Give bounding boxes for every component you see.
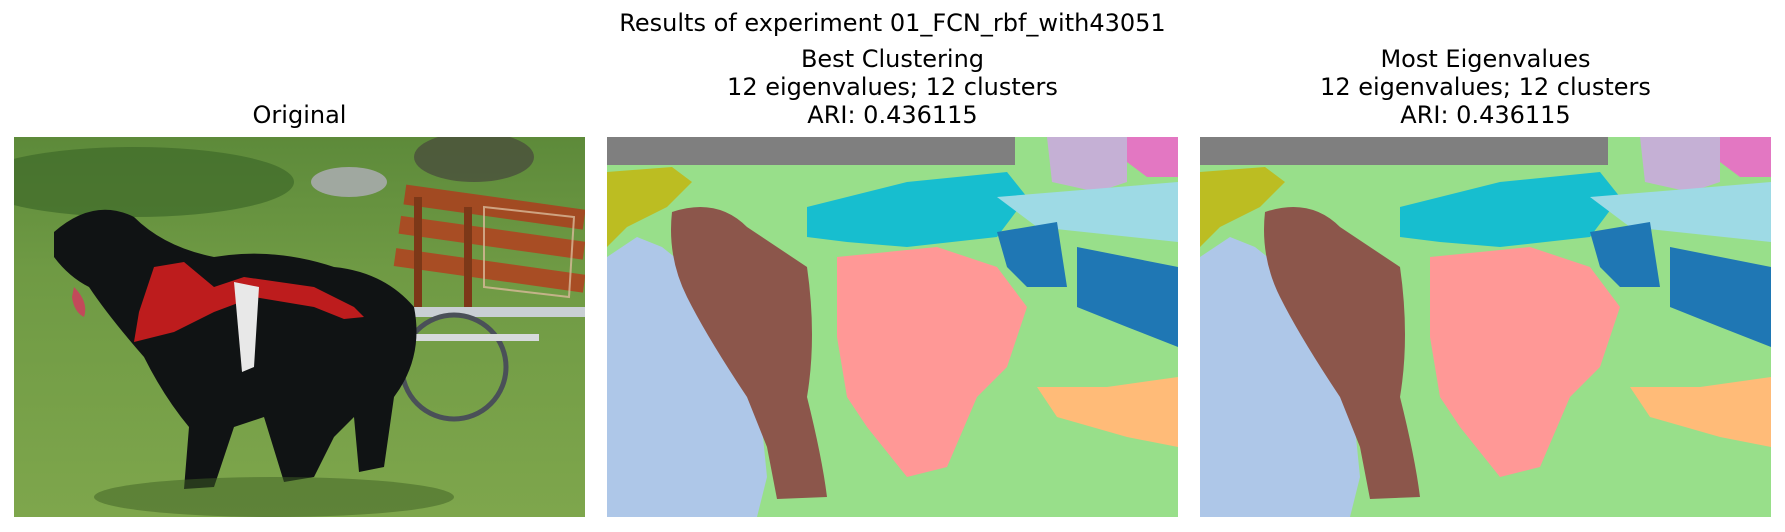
rock: [311, 167, 387, 197]
most-eigenvalues-image: [1200, 137, 1771, 517]
dog-shadow: [94, 477, 454, 517]
original-title-line: Original: [252, 101, 347, 129]
most-eigenvalues-panel-title: Most Eigenvalues 12 eigenvalues; 12 clus…: [1200, 45, 1771, 129]
seg-light-orange: [1037, 377, 1178, 447]
seg-cyan: [1400, 172, 1620, 247]
seg-cyan: [807, 172, 1027, 247]
most-title-line-3: ARI: 0.436115: [1400, 101, 1571, 129]
shadow-area: [14, 147, 294, 217]
seg-light-purple: [1640, 137, 1720, 192]
cart: [393, 184, 585, 422]
tree-trunk: [414, 137, 534, 182]
best-clustering-image: [607, 137, 1178, 517]
seg-gray: [1200, 137, 1608, 165]
most-title-line-1: Most Eigenvalues: [1380, 45, 1591, 73]
original-image: [14, 137, 585, 517]
best-clustering-panel-title: Best Clustering 12 eigenvalues; 12 clust…: [607, 45, 1178, 129]
original-photo-svg: [14, 137, 585, 517]
original-panel-title: Original: [14, 101, 585, 129]
seg-brown: [671, 207, 827, 499]
seg-pink: [1127, 137, 1178, 177]
figure-suptitle: Results of experiment 01_FCN_rbf_with430…: [619, 9, 1166, 37]
best-title-line-3: ARI: 0.436115: [807, 101, 978, 129]
best-segmentation-svg: [607, 137, 1178, 517]
seg-light-orange: [1630, 377, 1771, 447]
dog: [54, 209, 417, 489]
seg-olive: [607, 167, 692, 247]
seg-light-red: [1430, 247, 1620, 477]
seg-light-purple: [1047, 137, 1127, 192]
most-segmentation-svg: [1200, 137, 1771, 517]
seg-brown: [1264, 207, 1420, 499]
best-title-line-1: Best Clustering: [800, 45, 985, 73]
seg-gray: [607, 137, 1015, 165]
seg-light-red: [837, 247, 1027, 477]
most-title-line-2: 12 eigenvalues; 12 clusters: [1320, 73, 1651, 101]
seg-blue: [1590, 222, 1771, 347]
seg-olive: [1200, 167, 1285, 247]
seg-blue: [997, 222, 1178, 347]
best-title-line-2: 12 eigenvalues; 12 clusters: [727, 73, 1058, 101]
seg-pink: [1720, 137, 1771, 177]
